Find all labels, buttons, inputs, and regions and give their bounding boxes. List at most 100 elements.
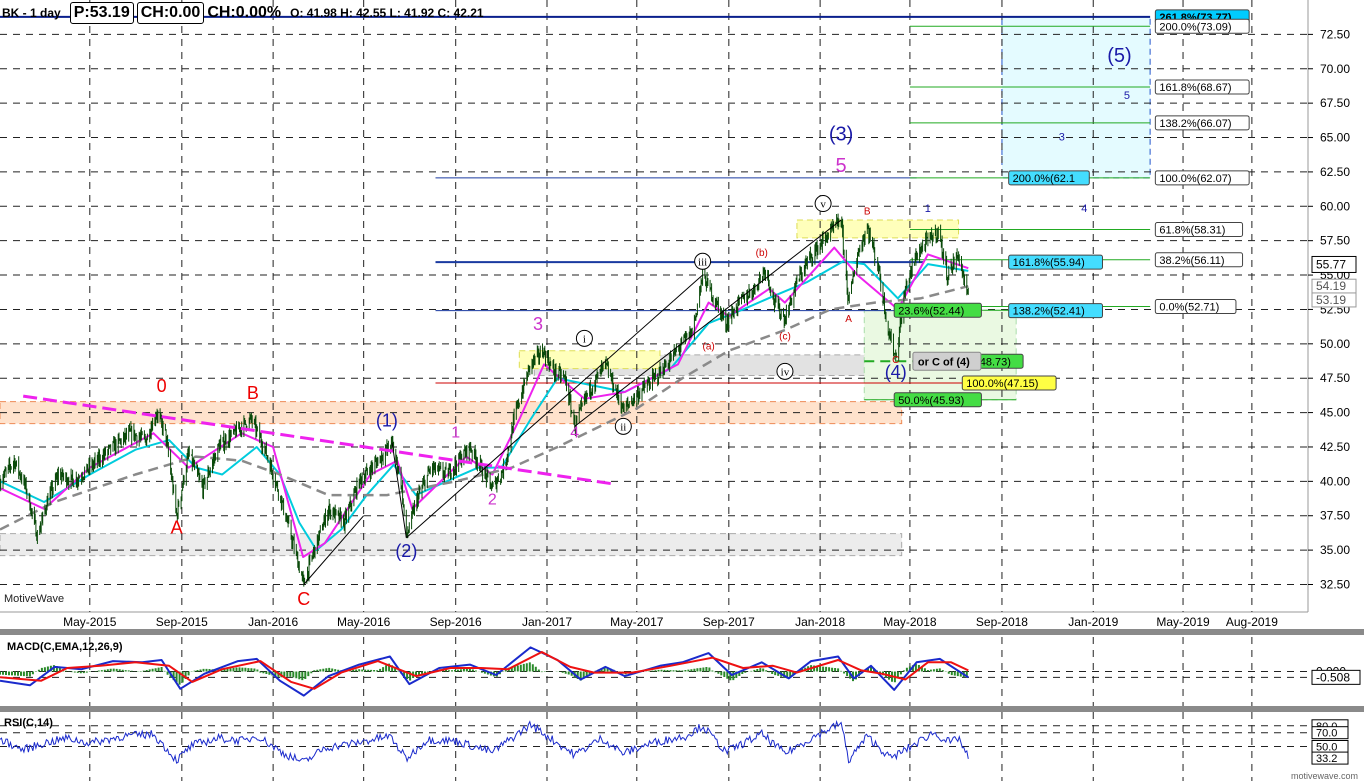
x-tick-label: Jan-2018 bbox=[795, 615, 845, 629]
level-label: 161.8%(68.67) bbox=[1159, 82, 1231, 94]
level-box bbox=[1154, 18, 1250, 34]
x-tick-label: Jan-2017 bbox=[522, 615, 572, 629]
rsi-level-label: 33.2 bbox=[1316, 753, 1337, 765]
wave-label: 3 bbox=[533, 314, 543, 334]
x-tick-label: May-2018 bbox=[883, 615, 937, 629]
rsi-title: RSI(C,14) bbox=[4, 717, 53, 729]
y-tick-label: 60.00 bbox=[1320, 199, 1350, 213]
x-tick-label: May-2015 bbox=[63, 615, 117, 629]
level-box bbox=[1154, 299, 1237, 315]
wave-circle bbox=[694, 252, 712, 270]
y-tick-label: 40.00 bbox=[1320, 474, 1350, 488]
y-tick-label: 65.00 bbox=[1320, 131, 1350, 145]
level-box bbox=[1008, 170, 1090, 186]
y-tick-label: 72.50 bbox=[1320, 27, 1350, 41]
last-price-box bbox=[1311, 255, 1357, 273]
y-tick-label: 35.00 bbox=[1320, 543, 1350, 557]
wave-circle bbox=[575, 329, 593, 347]
wave-label: (a) bbox=[703, 341, 715, 352]
rsi-level-label: 50.0 bbox=[1316, 742, 1337, 754]
wave-label: 5 bbox=[836, 155, 847, 177]
note-box bbox=[912, 351, 982, 371]
wave-circle bbox=[814, 195, 832, 213]
wave-label: (3) bbox=[829, 123, 853, 145]
price-axis-label: 53.19 bbox=[1316, 293, 1346, 307]
trend-line bbox=[391, 442, 407, 538]
level-label: 50.0%(45.93) bbox=[898, 395, 964, 407]
wave-circle-label: iii bbox=[698, 256, 707, 268]
wave-label: A bbox=[845, 314, 852, 325]
level-box bbox=[1154, 222, 1244, 238]
level-box bbox=[1154, 170, 1250, 186]
price-axis-label: 54.19 bbox=[1316, 279, 1346, 293]
note-label: or C of (4) bbox=[918, 356, 970, 368]
y-tick-label: 47.50 bbox=[1320, 371, 1350, 385]
y-tick-label: 57.50 bbox=[1320, 234, 1350, 248]
wave-label: 4 bbox=[1081, 203, 1087, 215]
y-tick-label: 70.00 bbox=[1320, 62, 1350, 76]
macd-title: MACD(C,EMA,12,26,9) bbox=[7, 641, 123, 653]
level-label: 100.0%(62.07) bbox=[1159, 173, 1231, 185]
rsi-level-box bbox=[1311, 726, 1349, 740]
x-tick-label: Sep-2015 bbox=[156, 615, 208, 629]
level-box bbox=[1154, 79, 1250, 95]
wave-label: 1 bbox=[451, 424, 460, 441]
x-tick-label: Sep-2016 bbox=[430, 615, 482, 629]
level-label: 200.0%(62.1 bbox=[1013, 173, 1075, 185]
wave-label: 2 bbox=[488, 492, 497, 509]
wave-label: 5 bbox=[1124, 90, 1130, 102]
rsi-level-label: 70.0 bbox=[1316, 728, 1337, 740]
wave-label: C bbox=[297, 589, 310, 609]
level-label: 138.2%(52.41) bbox=[1013, 306, 1085, 318]
x-tick-label: Jan-2019 bbox=[1068, 615, 1118, 629]
macd-signal-line bbox=[0, 651, 969, 690]
wave-label: A bbox=[171, 518, 183, 538]
price-axis-box bbox=[1311, 292, 1357, 308]
level-label: 38.2%(56.11) bbox=[1159, 255, 1224, 267]
wave-circle-label: i bbox=[583, 333, 586, 345]
watermark: motivewave.com bbox=[1290, 771, 1358, 781]
wave-label: B bbox=[864, 207, 871, 218]
wave-circle bbox=[776, 362, 794, 380]
wave-label: 0 bbox=[157, 376, 167, 396]
zone-rect bbox=[0, 533, 903, 557]
trend-line bbox=[574, 219, 842, 427]
trend-line bbox=[303, 515, 365, 585]
level-box bbox=[1008, 254, 1103, 270]
wave-circle-label: iv bbox=[781, 366, 790, 378]
change-readout: CH:0.00 bbox=[136, 2, 205, 24]
wave-label: 4 bbox=[570, 424, 579, 441]
price-readout: P:53.19 bbox=[69, 2, 134, 24]
x-tick-label: May-2017 bbox=[610, 615, 664, 629]
wave-label: (5) bbox=[1107, 45, 1131, 67]
x-tick-label: May-2019 bbox=[1156, 615, 1210, 629]
wave-label: (1) bbox=[376, 410, 398, 430]
wave-label: 1 bbox=[925, 203, 931, 215]
wave-label: (b) bbox=[756, 248, 768, 259]
rsi-level-box bbox=[1311, 751, 1349, 765]
macd-line bbox=[0, 646, 969, 697]
level-label: 0.0%(52.71) bbox=[1159, 302, 1219, 314]
level-label: 61.8%(58.31) bbox=[1159, 225, 1225, 237]
y-tick-label: 32.50 bbox=[1320, 577, 1350, 591]
level-label: 23.6%(52.44) bbox=[898, 305, 964, 317]
macd-level-label: -0.508 bbox=[1316, 670, 1350, 684]
panel-divider bbox=[0, 706, 1364, 712]
wave-label: (c) bbox=[779, 332, 791, 343]
change-pct-readout: CH:0.00% bbox=[207, 4, 282, 21]
trend-line bbox=[405, 274, 703, 539]
level-label: 200.0%(73.09) bbox=[1159, 21, 1231, 33]
y-tick-label: 37.50 bbox=[1320, 509, 1350, 523]
wave-label: (2) bbox=[395, 541, 417, 561]
level-label: 138.2%(66.07) bbox=[1159, 118, 1231, 130]
wave-circle bbox=[614, 417, 632, 435]
symbol-label[interactable]: BK - 1 day bbox=[2, 6, 61, 20]
wave-label: (4) bbox=[885, 362, 907, 382]
moving-average-line bbox=[0, 246, 969, 558]
zone-rect bbox=[1001, 16, 1151, 179]
level-box bbox=[961, 375, 1057, 391]
level-box bbox=[893, 302, 982, 318]
x-tick-label: Sep-2018 bbox=[976, 615, 1028, 629]
brand-label: MotiveWave bbox=[4, 593, 65, 605]
